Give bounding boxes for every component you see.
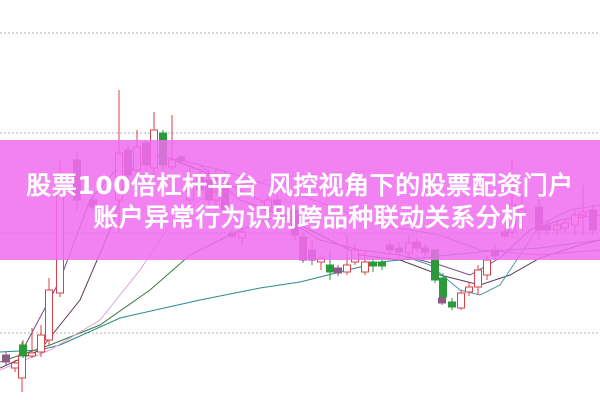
candle-body (465, 286, 473, 293)
candle-body (361, 261, 369, 273)
candle-body (438, 297, 446, 304)
candle-body (326, 264, 334, 273)
candle-body (378, 261, 386, 267)
candle-body (334, 267, 342, 274)
candle-body (11, 362, 19, 369)
candle-body (28, 352, 36, 357)
candle-body (448, 301, 456, 308)
candle-body (369, 261, 377, 267)
candle-body (343, 264, 351, 273)
candle-body (457, 292, 465, 309)
headline-line-2: 账户异常行为识别跨品种联动关系分析 (93, 203, 527, 232)
candle-body (2, 354, 10, 363)
candle-body (483, 259, 491, 276)
headline-banner (0, 140, 600, 260)
candle-body (37, 334, 45, 353)
candle-body (474, 269, 482, 288)
candle-body (18, 354, 26, 379)
candle-body (19, 344, 27, 357)
candle-body (439, 277, 447, 298)
headline-line-1: 股票100倍杠杆平台 风控视角下的股票配资门户 (26, 171, 574, 200)
candle-body (45, 289, 53, 341)
